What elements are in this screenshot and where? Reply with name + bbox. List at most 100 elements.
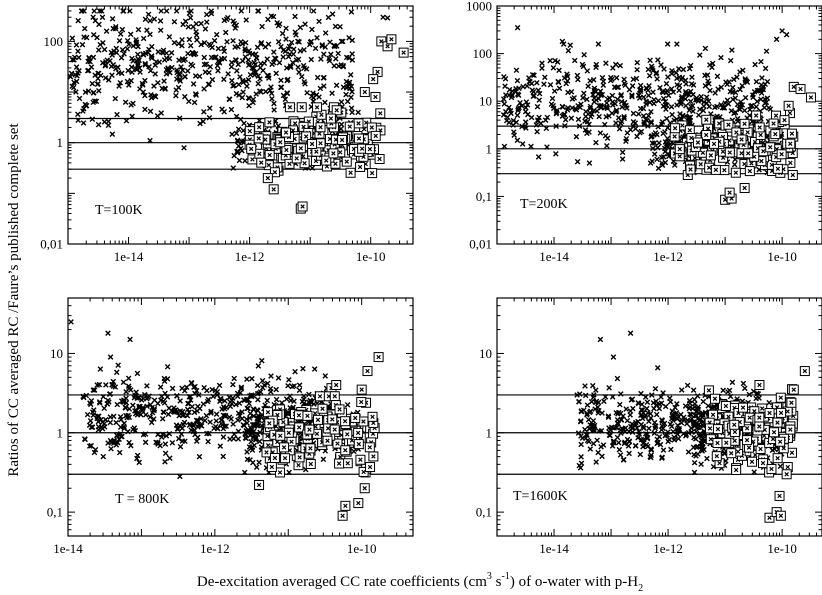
data-point-cross	[559, 113, 566, 119]
data-point-cross	[186, 10, 193, 17]
data-point-cross	[142, 50, 149, 57]
data-point-cross	[75, 70, 81, 76]
data-point-cross	[251, 59, 257, 66]
data-point-cross	[349, 109, 355, 116]
data-point-cross	[734, 115, 741, 122]
data-point-cross	[587, 446, 594, 452]
data-point-cross	[194, 37, 200, 43]
data-point-cross	[598, 444, 604, 450]
data-point-cross	[162, 441, 169, 447]
data-point-cross	[586, 160, 593, 166]
data-point-box-cross	[732, 422, 737, 428]
data-point-cross	[343, 54, 350, 61]
y-tick-label: 0,01	[40, 237, 63, 252]
data-point-cross	[73, 89, 79, 95]
data-point-cross	[255, 73, 262, 79]
data-point-cross	[122, 99, 129, 106]
data-point-cross	[273, 70, 279, 77]
data-point-cross	[698, 411, 705, 418]
data-point-box-cross	[347, 124, 352, 129]
data-point-cross	[527, 79, 533, 85]
data-point-box-cross	[269, 464, 275, 470]
data-point-cross	[584, 402, 591, 408]
data-point-cross	[71, 79, 77, 86]
data-point-cross	[333, 82, 340, 89]
data-point-cross	[317, 85, 324, 92]
data-point-cross	[176, 115, 183, 121]
data-point-cross	[197, 405, 203, 412]
data-point-cross	[529, 72, 536, 78]
data-point-cross	[184, 406, 191, 413]
data-point-cross	[582, 383, 588, 389]
data-point-cross	[727, 88, 734, 95]
data-point-box-cross	[296, 425, 302, 430]
data-point-cross	[663, 80, 670, 87]
data-point-box-cross	[785, 409, 790, 414]
data-point-box-cross	[727, 190, 732, 195]
data-point-cross	[578, 441, 584, 448]
data-point-box-cross	[308, 446, 313, 451]
data-point-box-cross	[339, 137, 345, 143]
data-point-cross	[380, 14, 386, 21]
data-point-cross	[253, 91, 259, 97]
data-point-cross	[109, 72, 115, 78]
data-point-box-cross	[359, 399, 364, 405]
data-point-box-cross	[710, 412, 716, 417]
data-point-cross	[229, 77, 235, 84]
y-tick-label: 0,1	[476, 189, 492, 204]
data-point-cross	[183, 384, 190, 391]
data-point-cross	[182, 18, 189, 25]
data-point-cross	[654, 365, 661, 371]
data-point-cross	[190, 23, 197, 30]
data-point-cross	[109, 381, 116, 388]
data-point-box-cross	[334, 108, 339, 113]
data-point-cross	[659, 160, 665, 166]
data-point-cross	[547, 82, 554, 88]
data-point-cross	[640, 94, 647, 100]
data-point-cross	[616, 446, 623, 453]
data-point-cross	[87, 58, 93, 65]
data-point-cross	[73, 42, 80, 48]
x-tick-label: 1e-12	[235, 249, 265, 264]
data-point-cross	[140, 89, 147, 95]
data-point-cross	[272, 55, 278, 62]
data-point-cross	[230, 165, 237, 171]
x-tick-label: 1e-14	[539, 249, 569, 264]
data-point-cross	[663, 115, 670, 122]
data-point-cross	[135, 61, 141, 68]
data-point-cross	[314, 74, 321, 81]
data-point-cross	[256, 438, 263, 445]
data-point-cross	[613, 75, 620, 81]
data-point-cross	[653, 69, 660, 76]
data-point-cross	[605, 414, 612, 421]
data-point-cross	[198, 423, 205, 429]
data-point-cross	[703, 94, 710, 100]
data-point-cross	[153, 439, 159, 446]
data-point-cross	[676, 66, 682, 72]
data-point-box-cross	[704, 117, 709, 123]
data-point-box-cross	[336, 461, 342, 466]
data-point-cross	[230, 18, 237, 24]
data-point-cross	[302, 81, 308, 87]
data-point-cross	[147, 401, 154, 408]
data-point-cross	[206, 114, 213, 121]
data-point-cross	[754, 98, 760, 105]
data-point-cross	[282, 48, 289, 55]
data-point-box-cross	[715, 440, 720, 446]
data-point-cross	[90, 412, 97, 419]
data-point-cross	[132, 392, 138, 399]
data-point-cross	[589, 111, 595, 118]
data-point-cross	[699, 422, 706, 428]
data-point-box-cross	[695, 140, 701, 145]
data-point-cross	[243, 428, 250, 434]
data-point-cross	[551, 88, 558, 94]
data-point-cross	[689, 103, 696, 109]
data-point-cross	[616, 126, 623, 132]
data-point-box-cross	[782, 117, 787, 123]
data-point-cross	[697, 430, 704, 437]
data-point-cross	[157, 27, 164, 34]
data-point-cross	[207, 64, 214, 70]
data-point-cross	[198, 41, 204, 48]
data-point-cross	[508, 94, 515, 101]
data-point-cross	[78, 8, 85, 14]
